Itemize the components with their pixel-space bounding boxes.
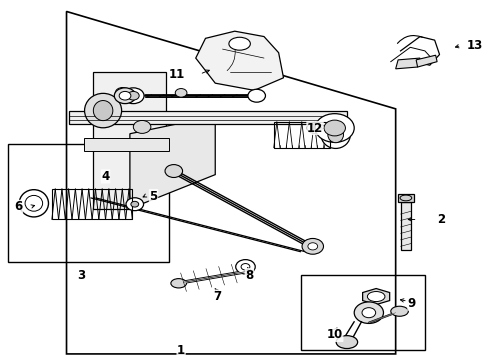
Ellipse shape — [164, 165, 182, 177]
Ellipse shape — [327, 127, 343, 143]
Polygon shape — [93, 72, 166, 209]
Text: 6: 6 — [14, 201, 22, 213]
Ellipse shape — [114, 88, 136, 104]
Ellipse shape — [353, 302, 383, 323]
Ellipse shape — [127, 91, 139, 100]
Bar — [400, 202, 410, 250]
Ellipse shape — [228, 37, 250, 50]
Ellipse shape — [235, 260, 255, 274]
Ellipse shape — [93, 100, 113, 121]
Polygon shape — [415, 55, 436, 67]
Polygon shape — [130, 116, 215, 209]
Polygon shape — [195, 31, 283, 90]
Bar — [8, 144, 168, 262]
Ellipse shape — [314, 122, 328, 132]
Ellipse shape — [390, 306, 407, 316]
Text: 8: 8 — [245, 269, 253, 282]
Ellipse shape — [84, 93, 122, 128]
Text: 2: 2 — [436, 213, 444, 226]
Text: 1: 1 — [177, 344, 185, 357]
Ellipse shape — [115, 87, 130, 98]
Ellipse shape — [361, 308, 375, 318]
Text: 13: 13 — [466, 39, 482, 52]
Bar — [69, 111, 346, 124]
Ellipse shape — [19, 190, 48, 217]
Ellipse shape — [122, 88, 144, 104]
Ellipse shape — [335, 336, 357, 348]
Ellipse shape — [302, 238, 323, 254]
Polygon shape — [397, 194, 413, 202]
Ellipse shape — [131, 201, 139, 207]
Ellipse shape — [126, 198, 143, 211]
Ellipse shape — [366, 292, 384, 302]
Ellipse shape — [119, 91, 131, 100]
Text: 4: 4 — [101, 170, 109, 183]
Text: 10: 10 — [326, 328, 342, 341]
Text: 12: 12 — [306, 122, 323, 135]
Bar — [273, 122, 329, 148]
Ellipse shape — [324, 120, 345, 136]
Polygon shape — [362, 288, 389, 305]
Polygon shape — [395, 58, 419, 69]
Ellipse shape — [318, 125, 324, 129]
Ellipse shape — [307, 243, 317, 250]
Text: 5: 5 — [149, 190, 157, 203]
Text: 9: 9 — [407, 297, 415, 310]
Ellipse shape — [321, 121, 349, 148]
Ellipse shape — [133, 121, 151, 134]
Text: 11: 11 — [168, 68, 184, 81]
Ellipse shape — [247, 89, 265, 102]
Text: 7: 7 — [213, 290, 221, 303]
Bar — [83, 138, 168, 152]
Ellipse shape — [170, 279, 186, 288]
Bar — [300, 275, 424, 350]
Ellipse shape — [175, 89, 186, 97]
Text: 3: 3 — [77, 269, 85, 282]
Ellipse shape — [315, 114, 353, 142]
